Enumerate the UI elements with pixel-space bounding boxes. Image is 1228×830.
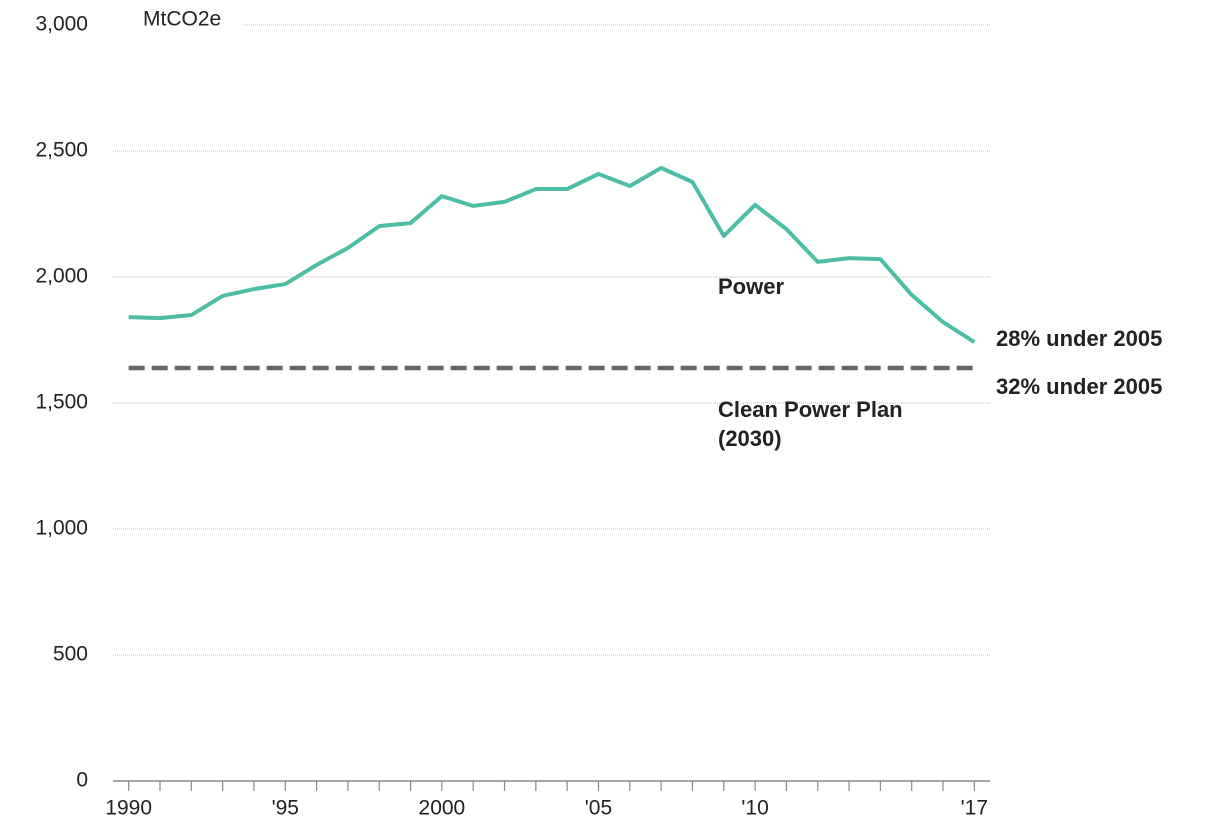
series-line xyxy=(128,165,976,344)
x-tick-label: '05 xyxy=(585,797,612,820)
x-tick-label: '10 xyxy=(741,797,768,820)
y-tick-label: 1,000 xyxy=(35,517,88,540)
y-tick-label: 500 xyxy=(53,643,88,666)
x-tick-label: '17 xyxy=(961,797,988,820)
y-tick-label: 2,500 xyxy=(35,139,88,162)
x-tick-label: '95 xyxy=(272,797,299,820)
label-bg xyxy=(100,5,243,40)
y-tick-label: 2,000 xyxy=(35,265,88,288)
y-tick-label: 0 xyxy=(76,769,88,792)
reference-label: (2030) xyxy=(718,426,782,451)
x-tick-label: 2000 xyxy=(419,797,466,820)
annotation: 32% under 2005 xyxy=(996,374,1162,399)
y-tick-label: 3,000 xyxy=(35,13,88,36)
x-tick-label: 1990 xyxy=(105,797,152,820)
annotation: 28% under 2005 xyxy=(996,326,1162,351)
reference-label: Clean Power Plan xyxy=(718,397,903,422)
series-label: Power xyxy=(718,274,784,299)
y-tick-label: 1,500 xyxy=(35,391,88,414)
y-axis-label: MtCO2e xyxy=(143,8,221,31)
